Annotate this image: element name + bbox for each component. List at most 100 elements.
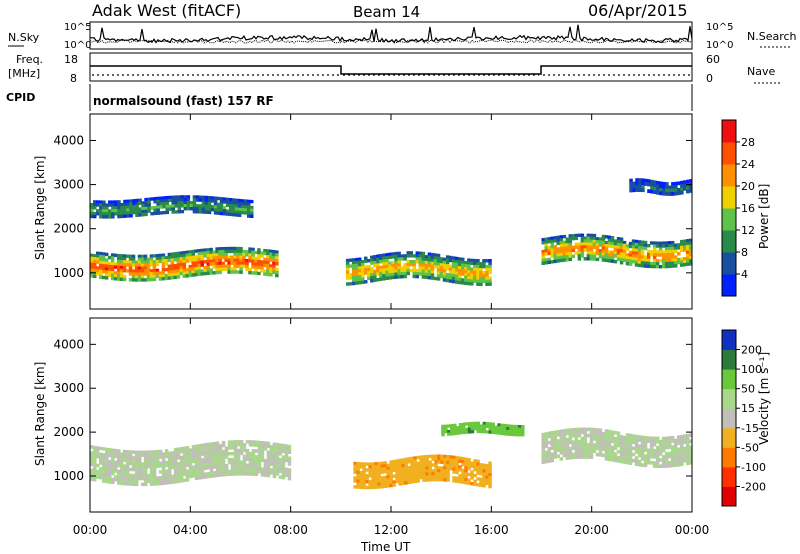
data-cell [251,247,255,252]
data-cell [167,252,172,257]
data-cell [125,482,130,486]
data-cell [149,482,154,486]
data-cell [116,271,121,275]
data-cell [376,266,380,270]
data-cell [628,259,633,263]
data-cell [251,250,255,254]
data-cell [155,452,160,457]
data-cell [436,274,441,278]
data-cell [574,440,579,444]
data-cell [164,478,169,482]
data-cell [120,472,124,477]
data-cell [209,256,213,260]
data-cell [655,436,660,441]
data-cell [574,446,579,450]
data-cell [544,252,548,256]
data-cell [126,214,130,218]
data-cell [574,242,579,246]
data-cell [125,458,130,463]
data-cell [358,263,362,267]
data-cell [227,460,232,465]
data-cell [212,456,217,460]
data-cell [500,431,504,436]
data-cell [425,460,429,465]
data-cell [482,273,486,278]
data-cell [263,444,268,448]
data-cell [209,259,213,263]
data-cell [191,453,196,458]
data-cell [113,274,118,278]
data-cell [421,266,426,270]
data-cell [275,469,280,473]
data-cell [278,446,283,450]
data-cell [370,258,374,262]
data-cell [212,271,216,275]
data-cell [131,479,136,483]
data-cell [667,451,672,456]
data-cell [96,212,100,216]
data-cell [173,450,178,455]
colorbar-tick-label: -15 [741,422,759,435]
beam-title: Beam 14 [353,3,420,21]
data-cell [218,258,222,263]
data-cell [398,482,402,486]
data-cell [385,270,389,275]
data-cell [686,189,690,194]
data-cell [568,254,573,259]
data-cell [488,467,492,471]
data-cell [93,472,97,476]
data-cell [108,200,112,204]
data-cell [668,188,672,193]
data-cell [230,249,234,254]
data-cell [263,272,267,276]
data-cell [637,257,642,262]
data-cell [476,264,480,269]
data-cell [559,435,564,440]
data-cell [281,476,286,480]
data-cell [345,267,350,271]
data-cell [488,270,492,275]
data-cell [105,479,109,484]
data-cell [236,264,240,268]
data-cell [601,237,606,242]
data-cell [404,457,408,462]
data-cell [110,259,115,263]
data-cell [550,245,554,249]
data-cell [607,445,612,449]
data-cell [476,465,480,469]
data-cell [137,462,142,466]
data-cell [358,278,362,282]
data-cell [119,262,124,267]
data-cell [589,248,594,252]
data-cell [96,472,100,476]
data-cell [188,264,192,269]
data-cell [116,274,121,278]
data-cell [416,455,420,460]
data-cell [272,448,277,452]
data-cell [351,258,356,262]
data-cell [179,473,184,477]
data-cell [637,260,642,265]
data-cell [278,463,283,468]
data-cell [686,433,690,438]
data-cell [192,195,197,199]
data-cell [410,477,414,481]
data-cell [207,196,212,200]
data-cell [661,448,666,453]
data-cell [380,485,384,489]
data-cell [144,209,148,214]
data-cell [470,470,474,474]
data-cell [287,468,292,472]
data-cell [244,208,248,212]
data-cell [354,278,359,282]
data-cell [461,430,466,435]
data-cell [233,446,238,450]
data-cell [367,264,371,269]
data-cell [113,271,118,275]
data-cell [236,440,241,444]
data-cell [371,465,375,469]
data-cell [174,198,178,202]
data-cell [153,197,157,201]
data-cell [643,243,648,248]
data-cell [541,454,545,458]
